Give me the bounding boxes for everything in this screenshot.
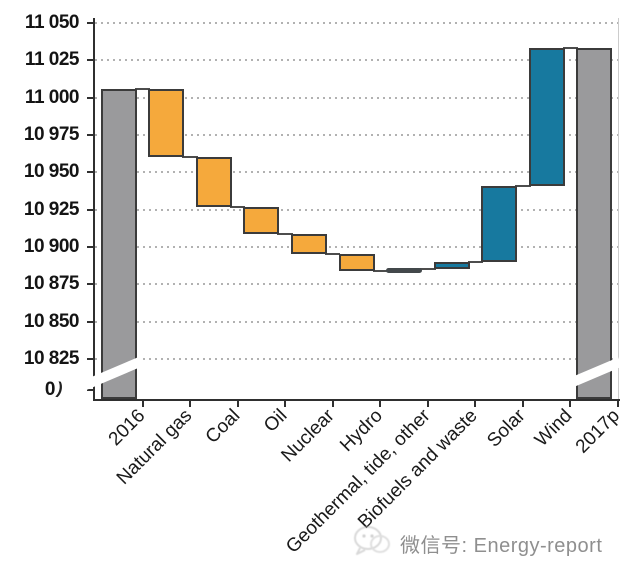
axis-break-stripe-right	[551, 357, 623, 395]
wechat-icon	[352, 524, 392, 563]
x-tick	[474, 401, 477, 407]
x-tick	[331, 401, 334, 407]
x-tick	[236, 401, 239, 407]
connector	[134, 87, 151, 90]
y-tick	[87, 389, 95, 391]
connector	[277, 232, 293, 235]
x-tick	[189, 401, 192, 407]
bar-wind	[528, 48, 565, 186]
y-tick	[87, 22, 95, 24]
y-tick	[87, 283, 95, 286]
grid-line	[95, 358, 618, 360]
x-tick	[426, 401, 429, 407]
connector	[562, 47, 579, 50]
x-tick	[379, 401, 382, 407]
connector	[324, 253, 341, 256]
y-tick-label: 10 900	[23, 236, 80, 257]
connector	[372, 269, 389, 272]
y-tick-label: 0	[44, 379, 56, 400]
bar-geothermal-tide-other	[386, 268, 423, 274]
x-category-label: Natural gas	[112, 405, 197, 489]
x-category-label: Hydro	[335, 405, 387, 456]
y-tick	[87, 59, 95, 62]
x-tick	[141, 401, 144, 407]
y-tick-label: 10 950	[23, 161, 80, 183]
x-tick	[284, 401, 287, 407]
grid-line	[95, 22, 618, 24]
x-category-label: 2016	[104, 405, 149, 451]
bar-2016	[100, 88, 137, 399]
x-tick	[569, 401, 572, 407]
y-tick-label: 10 975	[23, 124, 80, 145]
y-tick-label: 10 825	[23, 348, 80, 369]
x-category-label: Nuclear	[277, 405, 340, 467]
x-tick	[617, 401, 619, 407]
x-category-label: Solar	[483, 405, 530, 452]
connector	[420, 268, 436, 271]
grid-line	[95, 320, 618, 323]
y-tick	[87, 246, 95, 248]
axis-break-stripe-left	[74, 356, 144, 394]
connector	[229, 205, 246, 208]
grid-line	[95, 246, 618, 248]
grid-line	[95, 134, 618, 136]
y-tick-label: 10 925	[23, 198, 80, 220]
bar-nuclear	[290, 233, 327, 255]
y-tick	[87, 208, 95, 211]
bar-natural-gas	[148, 88, 185, 158]
axis-break-mark: )	[55, 378, 65, 399]
x-category-label: Oil	[260, 405, 292, 437]
bar-hydro	[338, 254, 375, 271]
y-axis	[93, 18, 95, 401]
y-tick-label: 10 850	[23, 310, 80, 332]
watermark-text: 微信号: Energy-report	[400, 535, 603, 557]
x-axis	[93, 399, 620, 401]
bar-solar	[481, 185, 518, 262]
connector	[467, 260, 484, 263]
grid-line	[95, 96, 618, 99]
y-tick	[87, 134, 95, 136]
grid-line	[95, 208, 618, 211]
plot-right-border	[618, 18, 619, 399]
x-category-label: 2017p	[572, 405, 625, 458]
x-tick	[521, 401, 524, 407]
y-tick-label: 11 025	[24, 49, 80, 71]
y-tick-label: 10 875	[23, 273, 80, 295]
x-category-label: Wind	[531, 405, 577, 451]
bar-oil	[243, 206, 280, 234]
y-tick	[87, 358, 95, 360]
x-category-label: Biofuels and waste	[354, 405, 482, 533]
bar-2017p	[576, 48, 613, 399]
y-tick	[87, 320, 95, 323]
grid-line	[95, 171, 618, 174]
y-tick-label: 11 000	[24, 86, 80, 108]
bar-coal	[195, 157, 232, 207]
grid-line	[95, 59, 618, 62]
bar-biofuels-and-waste	[433, 261, 470, 270]
grid-line	[95, 283, 618, 286]
connector	[515, 184, 531, 187]
y-tick	[87, 171, 95, 174]
y-tick-label: 11 050	[24, 12, 80, 33]
watermark: 微信号: Energy-report	[352, 524, 602, 563]
connector	[182, 156, 198, 159]
y-tick	[87, 96, 95, 99]
x-category-label: Coal	[201, 405, 245, 448]
